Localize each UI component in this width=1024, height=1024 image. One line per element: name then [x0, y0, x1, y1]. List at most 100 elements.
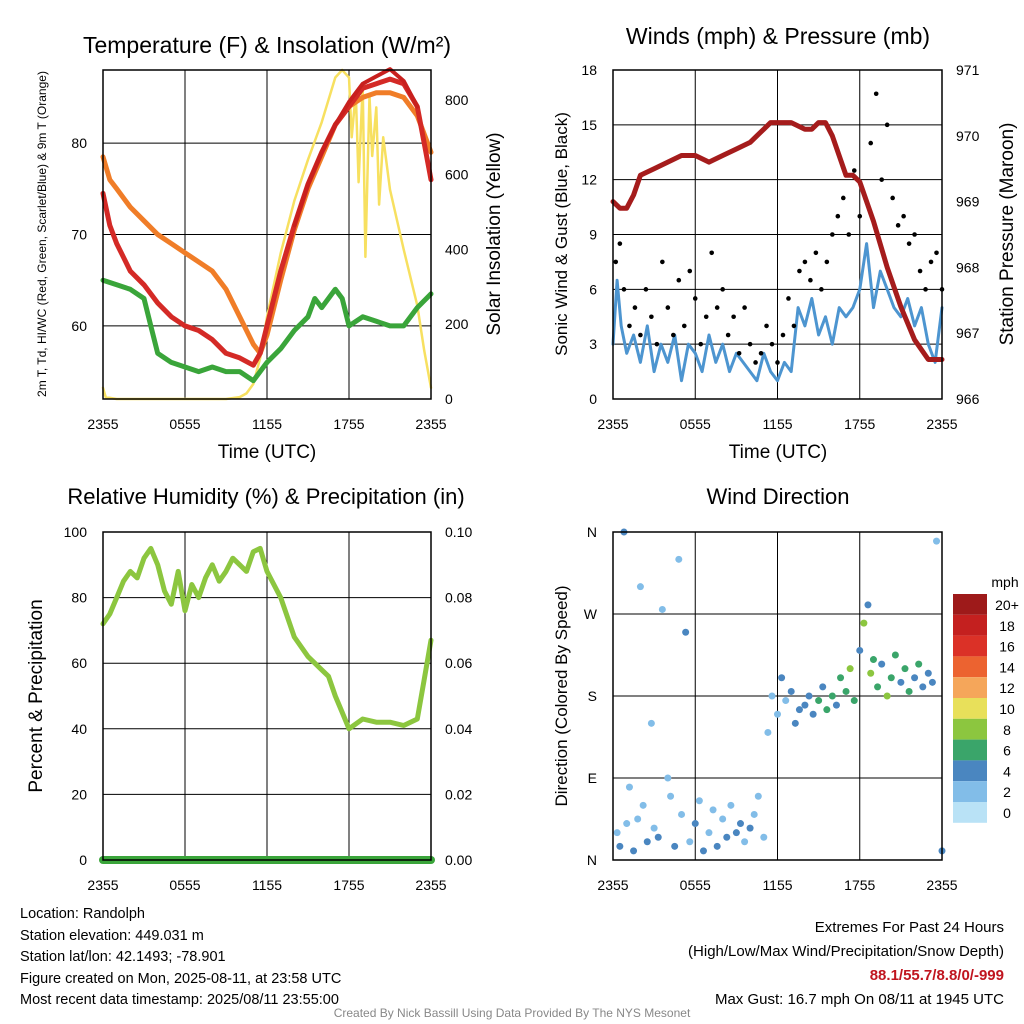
winds-left-tick-label: 0 [589, 391, 597, 407]
gust-point [928, 259, 934, 265]
temp-x-tick-label: 1155 [252, 416, 282, 432]
wind-direction-point [856, 646, 864, 654]
legend-swatch [953, 698, 987, 719]
wind-direction-point [874, 683, 882, 691]
wind-direction-point [869, 656, 877, 664]
humidity-left-tick-label: 20 [71, 786, 87, 802]
legend-swatch [953, 614, 987, 636]
winds-panel-title: Winds (mph) & Pressure (mb) [626, 23, 930, 49]
gust-point [879, 177, 884, 182]
wind-direction-point [750, 810, 758, 818]
wind-direction-point [695, 797, 703, 805]
wind-direction-point [801, 701, 809, 709]
gust-point [873, 91, 879, 97]
gust-point [764, 323, 769, 329]
legend-label: 8 [1003, 722, 1011, 738]
gust-point [676, 277, 682, 283]
wind-direction-point [928, 678, 936, 686]
wind-direction-point [809, 710, 817, 718]
legend-label: 14 [999, 659, 1015, 675]
wind-direction-point [630, 847, 638, 855]
precip-right-tick-label: 0.00 [445, 852, 472, 868]
gust-point [698, 341, 704, 347]
max-gust: Max Gust: 16.7 mph On 08/11 at 1945 UTC [714, 991, 1004, 1008]
gust-point [802, 259, 808, 265]
winds-x-tick-label: 1155 [762, 416, 792, 432]
dewpoint-line [100, 277, 434, 384]
wind-direction-point [905, 687, 913, 695]
wind-direction-point [647, 719, 655, 727]
temp-left-tick-label: 80 [71, 135, 87, 151]
winds-right-tick-label: 968 [956, 259, 980, 275]
figure-created: Figure created on Mon, 2025-08-11, at 23… [20, 970, 342, 987]
gust-point [627, 323, 632, 329]
legend-swatch [953, 760, 987, 782]
wind-direction-point [901, 665, 909, 673]
gust-point [791, 323, 797, 329]
wind-direction-point [764, 728, 772, 736]
temp-x-tick-label: 1755 [333, 416, 364, 432]
wind-direction-point [760, 833, 768, 841]
wind-direction-point [768, 692, 776, 700]
direction-panel-title: Wind Direction [706, 484, 849, 509]
temperature-panel-title: Temperature (F) & Insolation (W/m²) [83, 32, 451, 58]
temp-x-tick-label: 2355 [415, 416, 446, 432]
humidity-x-tick-label: 1755 [333, 877, 364, 893]
humidity-x-tick-label: 1155 [252, 877, 282, 893]
wind-direction-point [664, 774, 672, 782]
wind-direction-point [933, 537, 941, 545]
wind-direction-point [774, 710, 781, 718]
gust-point [895, 223, 901, 228]
gust-point [621, 287, 627, 292]
gust-point [714, 305, 720, 310]
winds-right-tick-label: 971 [956, 62, 980, 78]
gust-point [830, 232, 835, 237]
gust-point [841, 195, 846, 201]
wind-direction-point [691, 820, 699, 828]
wind-direction-point [671, 842, 679, 850]
wind-direction-point [842, 687, 850, 695]
gust-point [687, 268, 693, 274]
direction-left-axis-title: Direction (Colored By Speed) [552, 585, 571, 806]
direction-tick-label: E [588, 770, 597, 786]
precip-right-tick-label: 0.04 [445, 721, 472, 737]
wind-direction-point [746, 824, 754, 832]
precip-right-tick-label: 0.06 [445, 655, 472, 671]
station-latlon: Station lat/lon: 42.1493; -78.901 [20, 949, 226, 965]
wind-direction-point [736, 820, 744, 828]
wind-direction-point [815, 697, 823, 705]
gust-point [731, 314, 736, 320]
humidity-left-tick-label: 80 [71, 590, 87, 606]
wind-direction-point [719, 815, 727, 823]
winds-x-tick-label: 2355 [597, 416, 628, 432]
winds-left-tick-label: 3 [589, 336, 597, 352]
winds-x-tick-label: 2355 [926, 416, 957, 432]
gust-point [758, 351, 764, 356]
wind-direction-point [878, 660, 886, 668]
wind-direction-point [613, 829, 621, 837]
direction-tick-label: W [584, 606, 598, 622]
gust-point [819, 287, 824, 292]
heat-index-line [292, 67, 420, 228]
gust-point [769, 341, 775, 347]
station-location: Location: Randolph [20, 906, 145, 922]
winds-left-tick-label: 15 [581, 117, 597, 133]
direction-tick-label: N [587, 852, 597, 868]
temperature-x-axis-title: Time (UTC) [218, 442, 317, 463]
temp-left-tick-label: 70 [71, 227, 87, 243]
wind-direction-point [850, 697, 858, 705]
gust-point [813, 250, 819, 256]
temp-2m-line [100, 76, 434, 368]
station-elevation: Station elevation: 449.031 m [20, 927, 204, 944]
wind-direction-point [887, 674, 895, 682]
winds-left-tick-label: 18 [581, 62, 597, 78]
humidity-x-tick-label: 2355 [87, 877, 118, 893]
sonic-wind-line [611, 242, 944, 383]
gust-point [808, 277, 813, 283]
gust-point [681, 323, 687, 329]
direction-x-tick-label: 1155 [762, 877, 792, 893]
extremes-values: 88.1/55.7/8.8/0/-999 [869, 967, 1004, 984]
wind-direction-point [675, 555, 683, 563]
temp-right-tick-label: 400 [445, 241, 469, 257]
temp-left-tick-label: 60 [71, 318, 87, 334]
